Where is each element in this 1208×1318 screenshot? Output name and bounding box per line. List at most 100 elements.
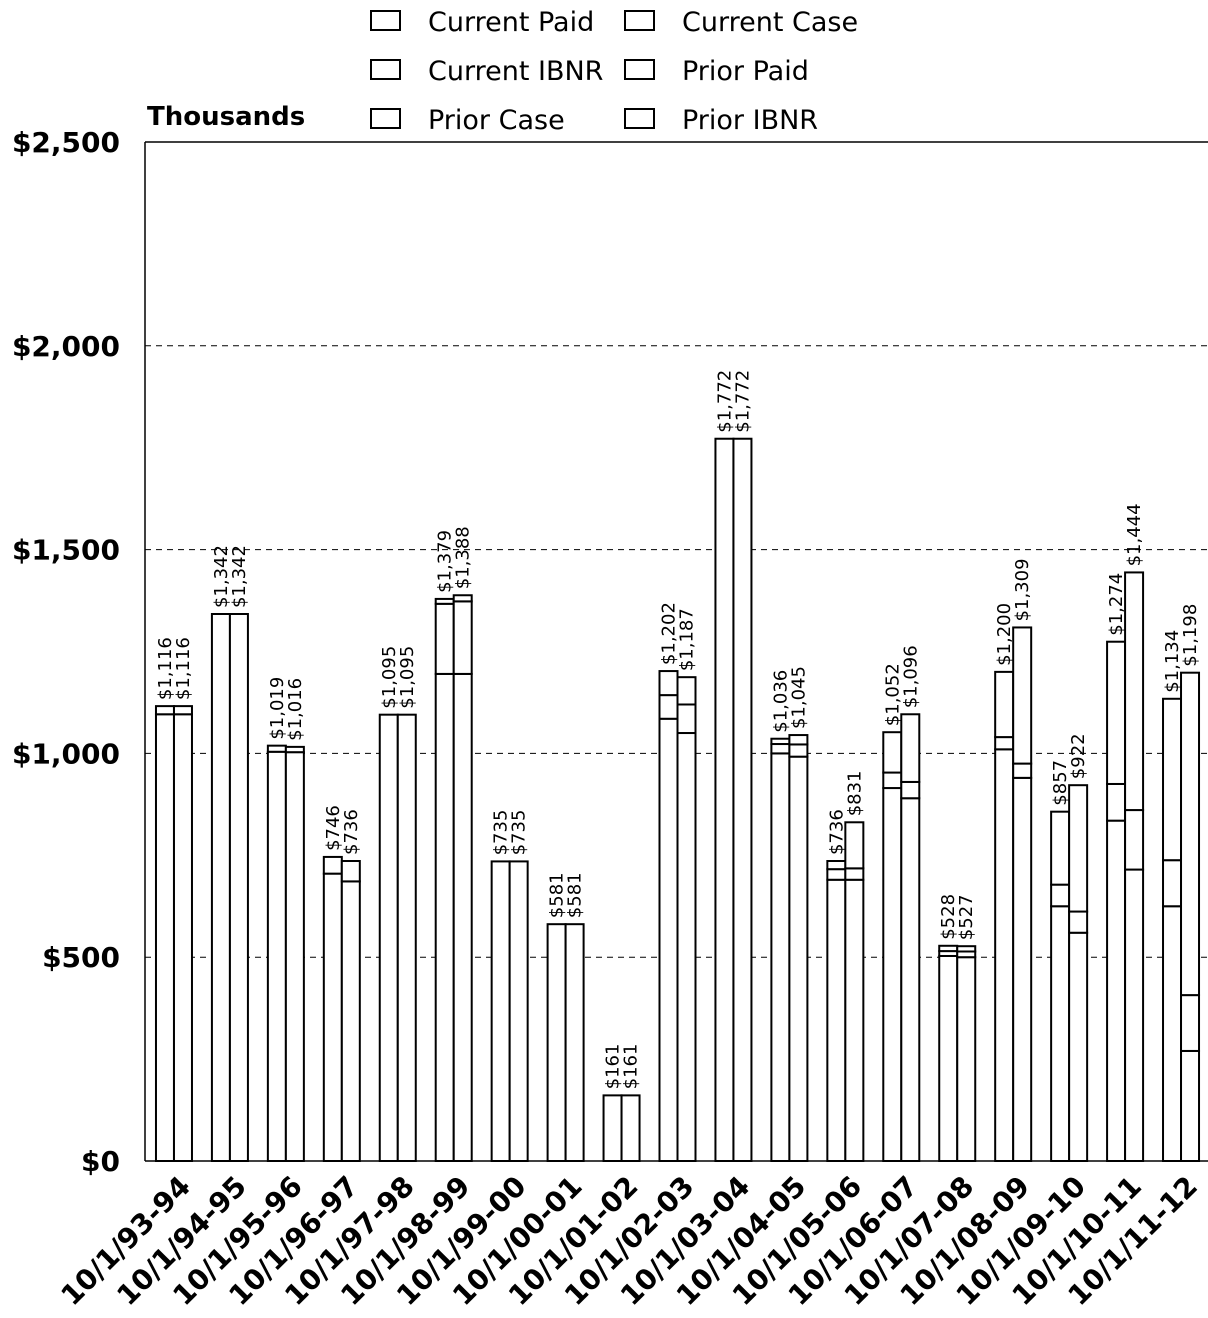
unit-label: Thousands xyxy=(147,102,305,132)
bar-segment xyxy=(658,717,679,1163)
bar-segment xyxy=(732,437,753,1162)
y-tick-label: $500 xyxy=(42,941,120,974)
bar-segment xyxy=(1106,640,1127,785)
data-label: $528 xyxy=(938,894,959,940)
data-label: $1,772 xyxy=(714,370,735,433)
legend-swatch xyxy=(624,59,655,80)
data-label: $1,096 xyxy=(900,645,921,708)
data-label: $1,045 xyxy=(788,666,809,729)
y-tick-labels: $0 $500 $1,000 $1,500 $2,000 $2,500 xyxy=(12,126,120,1178)
data-label: $1,019 xyxy=(267,677,288,740)
bar-segment xyxy=(770,752,791,1163)
bar-segment xyxy=(620,1094,641,1162)
bar-segment xyxy=(1012,762,1033,779)
data-label: $746 xyxy=(323,805,344,851)
bar-segment xyxy=(546,923,567,1162)
bar-segment xyxy=(452,600,473,675)
bar-segment xyxy=(844,878,865,1162)
bar-segment xyxy=(266,750,287,1162)
data-label: $1,309 xyxy=(1012,558,1033,621)
data-labels: $1,116$1,116 $1,342$1,342 $1,019$1,016 $746… xyxy=(155,370,1201,1090)
data-label: $1,342 xyxy=(229,545,250,608)
bar-segment xyxy=(396,713,417,1162)
data-label: $1,388 xyxy=(453,526,474,589)
data-label: $161 xyxy=(603,1044,624,1090)
data-label: $1,444 xyxy=(1124,503,1145,566)
bar-segment xyxy=(266,744,287,753)
bar-segment xyxy=(378,713,399,1162)
bar-segment xyxy=(172,705,193,716)
bar-segment xyxy=(844,867,865,881)
bar-segment xyxy=(1068,910,1089,934)
bar-segment xyxy=(994,736,1015,751)
bar-segment xyxy=(210,613,231,1162)
data-label: $922 xyxy=(1068,733,1089,779)
data-label: $831 xyxy=(844,770,865,816)
legend: Current Paid Current Case Current IBNR Prio… xyxy=(370,7,858,136)
bar-segment xyxy=(508,860,529,1162)
data-label: $581 xyxy=(565,872,586,918)
bar-segment xyxy=(322,872,343,1163)
bar-segment xyxy=(1180,994,1201,1052)
data-label: $736 xyxy=(826,809,847,855)
data-label: $1,198 xyxy=(1180,604,1201,667)
legend-swatch xyxy=(624,108,655,129)
bar-segment xyxy=(490,860,511,1162)
data-label: $1,274 xyxy=(1106,573,1127,636)
bar-segment xyxy=(676,703,697,735)
bar-segment xyxy=(452,594,473,603)
bar-segment xyxy=(602,1094,623,1162)
bar-segment xyxy=(1012,626,1033,765)
bar-segment xyxy=(938,954,959,1162)
bar-segment xyxy=(1180,671,1201,997)
bar-segment xyxy=(1162,905,1183,1162)
legend-swatch xyxy=(624,10,655,31)
bar-segment xyxy=(788,743,809,758)
bar-segment xyxy=(340,880,361,1162)
y-tick-label: $1,500 xyxy=(12,534,120,567)
bar-segment xyxy=(882,771,903,790)
data-label: $1,379 xyxy=(435,530,456,593)
data-label: $735 xyxy=(509,810,530,856)
bar-segment xyxy=(770,737,791,746)
axes xyxy=(144,141,1208,1162)
legend-label: Prior Paid xyxy=(682,56,809,87)
data-label: $1,772 xyxy=(732,370,753,433)
bar-segment xyxy=(1050,810,1071,886)
bar-segment xyxy=(938,944,959,953)
bar-segment xyxy=(882,731,903,774)
bar-segment xyxy=(1106,819,1127,1162)
bar-segment xyxy=(676,732,697,1163)
bar-segment xyxy=(1012,776,1033,1163)
data-label: $857 xyxy=(1050,760,1071,806)
bar-segment xyxy=(1124,571,1145,812)
data-label: $527 xyxy=(956,894,977,940)
bar-segment xyxy=(1162,697,1183,862)
legend-label: Current IBNR xyxy=(428,56,603,87)
bar-segment xyxy=(1162,859,1183,908)
bar-segment xyxy=(658,670,679,697)
bar-segment xyxy=(1068,784,1089,913)
data-label: $1,202 xyxy=(659,602,680,665)
bar-segment xyxy=(826,878,847,1162)
legend-swatch xyxy=(370,108,401,129)
bar-segment xyxy=(452,672,473,1163)
bar-segment xyxy=(826,860,847,871)
data-label: $161 xyxy=(621,1044,642,1090)
bar-segment xyxy=(900,797,921,1163)
y-tick-label: $0 xyxy=(81,1145,120,1178)
bars xyxy=(154,437,1201,1163)
bar-segment xyxy=(1106,782,1127,822)
data-label: $1,036 xyxy=(770,670,791,733)
legend-label: Current Paid xyxy=(428,7,594,38)
bar-segment xyxy=(714,437,735,1162)
data-label: $1,134 xyxy=(1162,630,1183,693)
bar-segment xyxy=(1124,868,1145,1162)
bar-segment xyxy=(340,860,361,883)
y-tick-label: $2,000 xyxy=(12,330,120,363)
bar-segment xyxy=(284,745,305,754)
data-label: $1,095 xyxy=(397,646,418,709)
x-tick-labels: 10/1/93-9410/1/94-9510/1/95-9610/1/96-97… xyxy=(54,1170,1204,1312)
bar-segment xyxy=(900,713,921,783)
